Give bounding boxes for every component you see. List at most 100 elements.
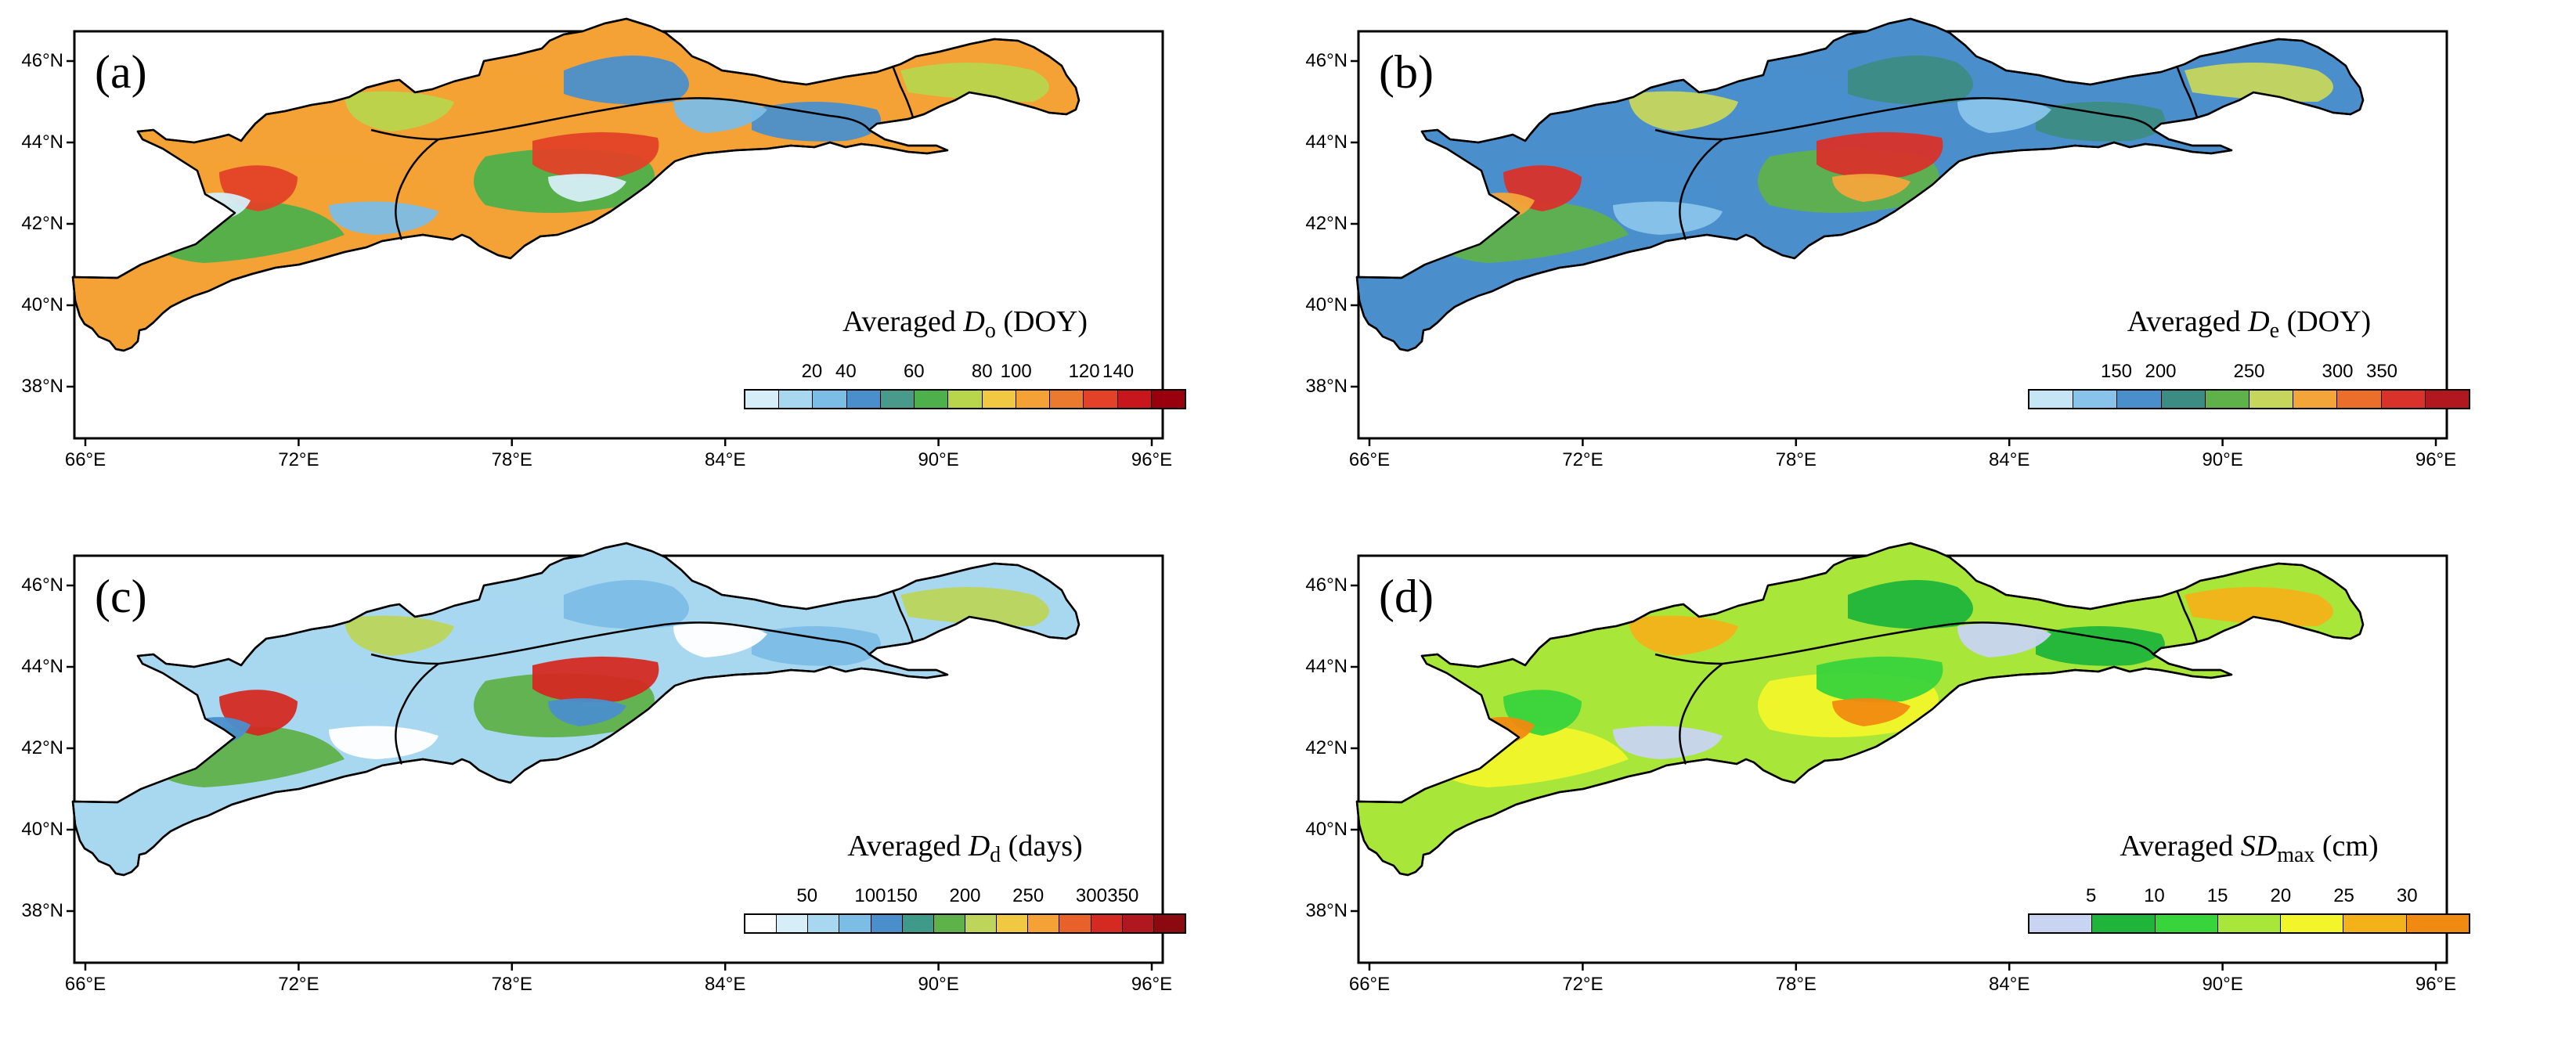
contour-patch: [345, 91, 454, 131]
contour-patch: [532, 131, 659, 178]
x-tick-label: 72°E: [278, 449, 319, 470]
x-tick-label: 78°E: [491, 449, 532, 470]
y-tick-label: 42°N: [1305, 737, 1348, 758]
colorbar-swatch: [808, 915, 840, 932]
contour-field: [1425, 56, 2333, 263]
colorbar-swatch: [1016, 391, 1051, 408]
y-tick-label: 46°N: [21, 50, 63, 71]
map-panel: 66°E 72°E 78°E 84°E 90°E 96°E 46°N 44°N 42°N 40°N…: [1284, 0, 2470, 470]
colorbar-tick-label: 200: [949, 885, 981, 906]
colorbar-swatch: [965, 915, 998, 932]
contour-patch: [673, 98, 767, 133]
colorbar-swatch: [1151, 391, 1185, 408]
y-tick-label: 40°N: [1305, 819, 1348, 840]
colorbar-title-prefix: Averaged: [847, 830, 969, 863]
country-border: [1654, 621, 2155, 665]
colorbar-swatch: [1084, 391, 1118, 408]
contour-patch: [752, 626, 881, 666]
x-tick-label: 90°E: [2202, 974, 2243, 995]
colorbar-swatch: [846, 391, 881, 408]
contour-field: [1425, 580, 2333, 787]
colorbar-swatch: [948, 391, 983, 408]
colorbar: [2028, 389, 2470, 409]
x-tick-label: 66°E: [1348, 449, 1391, 470]
contour-patch: [1613, 726, 1723, 759]
contour-patch: [329, 726, 438, 759]
y-tick-label: 38°N: [21, 900, 63, 921]
y-tick-label: 40°N: [1305, 294, 1348, 315]
x-tick-label: 66°E: [64, 974, 106, 995]
x-tick-label: 90°E: [918, 449, 959, 470]
contour-patch: [329, 201, 438, 235]
colorbar-tick-label: 40: [835, 361, 857, 382]
x-tick-label: 96°E: [1131, 449, 1173, 470]
map-plot: [1351, 542, 2448, 971]
contour-patch: [345, 615, 454, 656]
colorbar-swatch: [915, 391, 949, 408]
contour-patch: [438, 593, 568, 650]
y-tick-label: 44°N: [1305, 656, 1348, 677]
colorbar-tick-label: 5: [2086, 885, 2097, 906]
colorbar-title: Averaged SDmax (cm): [2120, 831, 2378, 866]
contour-patch: [1848, 56, 1973, 105]
colorbar-swatch: [2425, 391, 2470, 408]
panel-label: (c): [95, 571, 147, 622]
country-border: [395, 138, 439, 240]
colorbar-tick-label: 150: [2100, 361, 2133, 382]
x-tick-label: 78°E: [1775, 449, 1817, 470]
colorbar-title-unit: (days): [1001, 830, 1083, 863]
x-tick-label: 84°E: [705, 974, 746, 995]
contour-patch: [2185, 63, 2333, 102]
colorbar-swatch: [982, 391, 1016, 408]
colorbar-title-subscript: d: [990, 843, 1001, 867]
x-tick-label: 90°E: [918, 974, 959, 995]
colorbar-tick-label: 25: [2333, 885, 2354, 906]
country-border: [891, 589, 915, 643]
country-border: [891, 65, 915, 118]
colorbar-swatch: [2161, 391, 2206, 408]
region-outline: [71, 17, 1081, 352]
contour-patch: [1723, 68, 1852, 126]
colorbar-tick-label: 250: [1012, 885, 1044, 906]
colorbar-swatch: [1122, 915, 1154, 932]
contour-patch: [1629, 615, 1738, 656]
contour-patch: [1832, 698, 1910, 726]
colorbar-swatch: [1028, 915, 1060, 932]
country-border: [1679, 138, 1723, 240]
country-border: [2175, 65, 2199, 118]
colorbar-tick-label: 140: [1102, 361, 1135, 382]
colorbar-swatch: [871, 915, 903, 932]
contour-patch: [1613, 201, 1723, 235]
colorbar-title-unit: (DOY): [995, 305, 1088, 338]
x-tick-label: 84°E: [1989, 974, 2030, 995]
panel-label: (d): [1379, 571, 1434, 622]
colorbar-swatch: [2217, 915, 2282, 932]
y-tick-label: 46°N: [1305, 50, 1348, 71]
colorbar-swatch: [1059, 915, 1091, 932]
contour-patch: [548, 698, 626, 726]
y-tick-label: 44°N: [1305, 131, 1348, 153]
colorbar-tick-label: 50: [796, 885, 818, 906]
panel-label: (a): [95, 46, 147, 98]
colorbar-title-prefix: Averaged: [842, 305, 964, 338]
colorbar-tick-label: 200: [2145, 361, 2177, 382]
colorbar-swatch: [1091, 915, 1123, 932]
colorbar-title-subscript: e: [2269, 319, 2280, 343]
country-border: [1654, 97, 2155, 141]
y-tick-label: 44°N: [21, 131, 63, 153]
colorbar-title: Averaged Dd (days): [847, 831, 1082, 866]
y-tick-label: 40°N: [21, 294, 63, 315]
map-panel: 66°E 72°E 78°E 84°E 90°E 96°E 46°N 44°N 42°N 40°N…: [1284, 524, 2470, 994]
contour-patch: [1817, 656, 1943, 703]
colorbar-swatch: [2205, 391, 2250, 408]
region-outline: [71, 542, 1081, 877]
colorbar-tick-label: 350: [1107, 885, 1139, 906]
x-tick-label: 72°E: [1562, 449, 1604, 470]
contour-patch: [2036, 626, 2165, 666]
country-border: [2175, 589, 2199, 643]
colorbar-swatch: [813, 391, 847, 408]
y-tick-label: 42°N: [1305, 213, 1348, 234]
colorbar-swatch: [2337, 391, 2382, 408]
x-tick-label: 72°E: [1562, 974, 1604, 995]
